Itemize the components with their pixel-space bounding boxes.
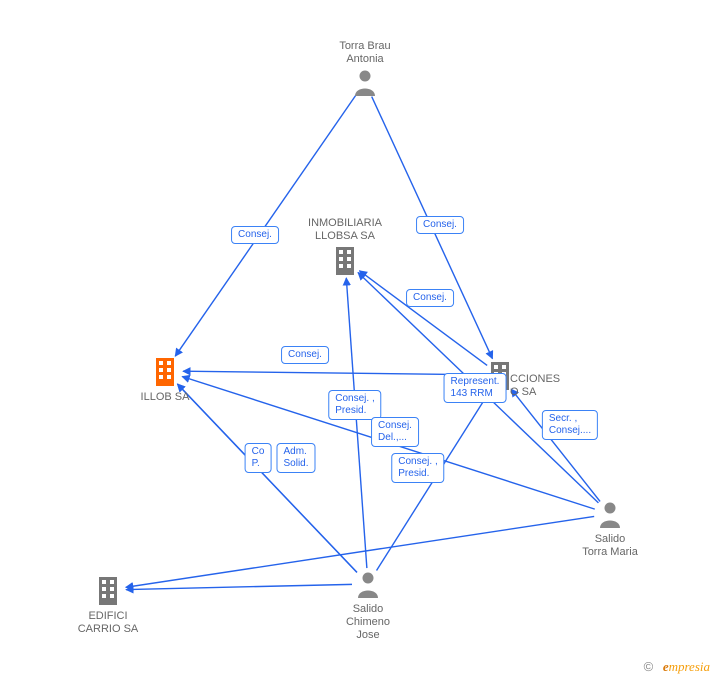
edge-line: [183, 371, 484, 375]
node-inmo_llobsa[interactable]: INMOBILIARIALLOBSA SA: [285, 217, 405, 278]
edge-label: Consej.: [281, 346, 329, 364]
watermark: © empresia: [644, 659, 710, 675]
edge-label: Consej. , Presid.: [391, 453, 444, 483]
edge-line: [511, 389, 600, 501]
building-icon: [332, 245, 358, 275]
person-icon: [598, 500, 622, 528]
node-label: SalidoChimenoJose: [308, 603, 428, 642]
edge-line: [359, 271, 487, 366]
node-label: SalidoTorra Maria: [550, 533, 670, 559]
node-salido_maria[interactable]: SalidoTorra Maria: [550, 500, 670, 559]
node-edifici[interactable]: EDIFICICARRIO SA: [48, 575, 168, 636]
building-icon: [152, 356, 178, 386]
edge-line: [346, 278, 367, 568]
edge-label: Consej. Del.,...: [371, 417, 419, 447]
node-label: ILLOB SA: [105, 391, 225, 404]
person-icon: [353, 68, 377, 96]
edge-line: [177, 384, 357, 572]
node-torra_antonia[interactable]: Torra BrauAntonia: [305, 40, 425, 99]
edge-label: Co P.: [245, 443, 272, 473]
copyright-symbol: ©: [644, 659, 654, 674]
edge-label: Consej.: [416, 216, 464, 234]
edge-label: Consej. , Presid.: [328, 390, 381, 420]
node-salido_jose[interactable]: SalidoChimenoJose: [308, 570, 428, 642]
edge-label: Secr. , Consej....: [542, 410, 598, 440]
edge-label: Consej.: [406, 289, 454, 307]
node-label: EDIFICICARRIO SA: [48, 610, 168, 636]
node-label: INMOBILIARIALLOBSA SA: [285, 217, 405, 243]
edge-label: Consej.: [231, 226, 279, 244]
node-illob[interactable]: ILLOB SA: [105, 356, 225, 404]
person-icon: [356, 570, 380, 598]
node-label: CCIONESO SA: [510, 373, 560, 399]
node-label: Torra BrauAntonia: [305, 40, 425, 66]
edge-line: [377, 390, 491, 570]
edge-line: [177, 384, 357, 572]
diagram-canvas: Torra BrauAntonia INMOBILIARIALLOBSA SA …: [0, 0, 728, 685]
edge-label: Adm. Solid.: [276, 443, 315, 473]
node-cciones[interactable]: CCIONESO SA: [440, 360, 560, 399]
building-icon: [95, 575, 121, 605]
